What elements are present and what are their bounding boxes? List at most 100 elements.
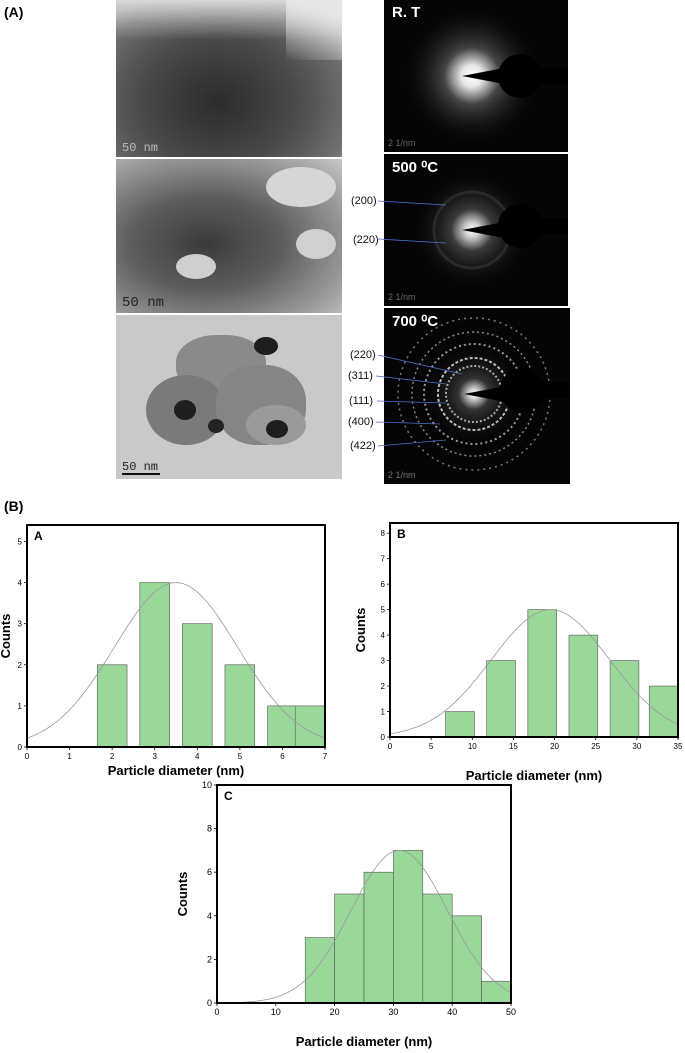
hkl-pointer-700c-5 [377,439,447,447]
x-tick-label: 50 [506,1007,516,1017]
hkl-label-700c-5: (422) [350,440,376,452]
tem-image-rt: 50 nm [116,0,342,157]
saed-title-500c: 500 ⁰C [392,159,439,176]
x-tick-label: 2 [110,752,115,761]
part-b-label: (B) [4,498,24,514]
y-tick-label: 1 [381,708,386,717]
y-tick-label: 4 [18,579,23,588]
y-tick-label: 0 [18,743,23,752]
histogram-bar [363,871,394,1004]
x-tick-label: 20 [550,742,559,751]
y-tick-label: 4 [381,631,386,640]
histogram-bar [486,660,516,738]
hkl-pointer-lines [375,200,463,447]
plot-frame [389,522,679,738]
hkl-pointer-500c-2 [377,238,447,244]
histogram-bar [224,664,256,748]
x-axis-label: Particle diameter (nm) [108,763,245,778]
y-tick-label: 2 [18,661,23,670]
y-axis-label: Counts [353,608,368,653]
tem-image-500c: 50 nm [116,159,342,313]
y-tick-label: 0 [207,998,212,1008]
y-tick-label: 10 [202,780,212,790]
tem-scale-label-500c: 50 nm [122,295,165,311]
hkl-pointer-500c-1 [377,200,447,206]
tem-scale-label-700c: 50 nm [122,460,159,474]
x-axis-label: Particle diameter (nm) [296,1034,433,1049]
y-tick-label: 3 [381,657,386,666]
x-tick-label: 3 [152,752,157,761]
x-tick-label: 30 [388,1007,398,1017]
x-tick-label: 10 [271,1007,281,1017]
hkl-label-700c-2: (311) [348,370,373,382]
saed-title-rt: R. T [392,4,421,21]
x-tick-label: 1 [67,752,72,761]
saed-scale-500c: 2 1/nm [388,292,416,302]
saed-pattern-500c: 500 ⁰C 2 1/nm [384,154,568,306]
hkl-label-500c-2: (220) [353,234,379,246]
histogram-bar [527,609,557,738]
hkl-pointer-700c-4 [375,421,441,425]
histogram-bar [304,937,335,1004]
fit-curve [389,609,679,735]
y-tick-label: 1 [18,702,23,711]
hkl-pointer-700c-2 [375,375,447,385]
saed-pattern-700c: 700 ⁰C 2 1/nm [384,308,570,484]
histogram-chart-b: 0 5 10 15 20 25 30 35 0 1 2 3 4 5 6 7 8 B Particle diamete… [353,522,683,783]
histogram-bar [393,850,424,1004]
y-axis-label: Counts [175,872,190,917]
x-tick-label: 7 [323,752,328,761]
x-tick-label: 40 [447,1007,457,1017]
x-tick-label: 0 [214,1007,219,1017]
histogram-bar [451,915,482,1004]
y-tick-label: 7 [381,555,386,564]
fit-curve [26,582,326,739]
hkl-label-500c-1: (200) [351,195,377,207]
x-tick-label: 5 [429,742,434,751]
x-tick-label: 10 [468,742,477,751]
chart-panel-label: A [34,529,43,543]
x-tick-label: 6 [280,752,285,761]
y-tick-label: 8 [381,529,386,538]
saed-pattern-rt: R. T 2 1/nm [384,0,568,152]
y-tick-label: 8 [207,824,212,834]
saed-scale-700c: 2 1/nm [388,470,416,480]
y-tick-label: 2 [381,682,386,691]
x-tick-label: 20 [330,1007,340,1017]
fit-curve [217,849,512,1004]
chart-panel-label: B [397,527,406,541]
tem-image-700c: 50 nm [116,315,342,479]
histogram-bar [481,980,512,1004]
plot-frame [216,784,512,1004]
histogram-bar [294,705,326,748]
tem-scale-bar-700c [122,473,160,475]
histogram-bar [267,705,298,748]
y-tick-label: 5 [381,606,386,615]
x-tick-label: 35 [674,742,683,751]
x-axis-label: Particle diameter (nm) [466,768,603,783]
histogram-bar [334,893,365,1004]
chart-panel-label: C [224,789,233,803]
tem-scale-label-rt: 50 nm [122,141,159,155]
x-tick-label: 4 [195,752,200,761]
saed-scale-rt: 2 1/nm [388,138,416,148]
plot-frame [26,524,326,748]
y-tick-label: 3 [18,620,23,629]
y-tick-label: 5 [18,537,23,546]
histogram-bar [139,582,170,748]
y-tick-label: 2 [207,954,212,964]
hkl-pointer-700c-3 [376,400,447,404]
y-tick-label: 6 [207,867,212,877]
saed-title-700c: 700 ⁰C [392,313,439,330]
x-tick-label: 25 [591,742,600,751]
y-tick-label: 6 [381,580,386,589]
part-a-label: (A) [4,4,24,20]
hkl-label-700c-1: (220) [350,349,376,361]
hkl-label-700c-4: (400) [348,416,374,428]
x-tick-label: 15 [509,742,518,751]
y-axis-label: Counts [0,614,13,659]
x-tick-label: 5 [238,752,243,761]
y-tick-label: 4 [207,911,212,921]
histogram-bar [445,711,475,738]
x-tick-label: 30 [632,742,641,751]
